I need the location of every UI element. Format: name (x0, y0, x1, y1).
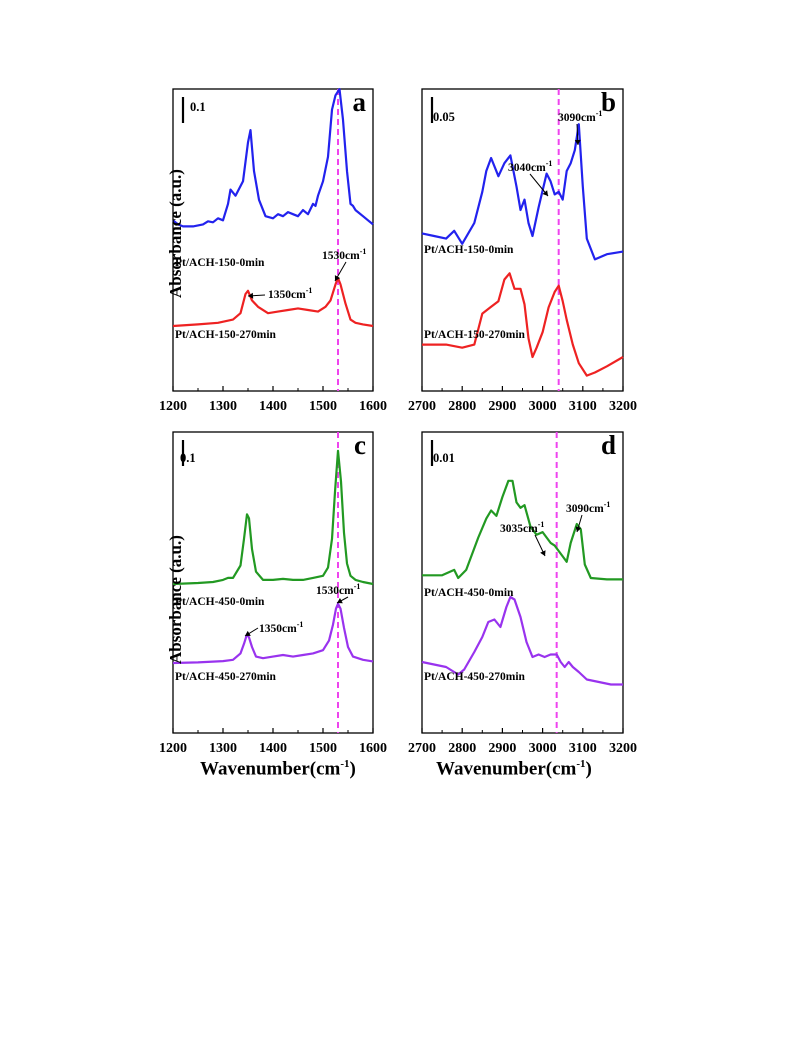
x-tick-label: 1300 (209, 399, 237, 414)
x-tick-label: 3200 (609, 399, 637, 414)
x-tick-label: 1300 (209, 741, 237, 756)
panel-c: 1200 1300 1400 1500 1600 Pt/ACH-450-0min Pt/AC… (159, 430, 387, 756)
series-label: Pt/ACH-450-0min (175, 596, 265, 608)
annotation-arrow-head (540, 550, 546, 556)
x-tick-label: 1400 (259, 741, 287, 756)
series-label: Pt/ACH-150-270min (175, 329, 277, 341)
series-line-1 (422, 479, 623, 581)
scale-bar-label: 0.05 (433, 110, 455, 124)
annotation-arrow-head (542, 190, 548, 196)
annotation-arrow-head (337, 597, 343, 604)
series-line-2 (422, 272, 624, 377)
x-tick-label: 3100 (569, 399, 597, 414)
peak-annotation: 3090cm-1 (558, 109, 602, 124)
panel-letter: d (601, 430, 616, 460)
x-tick-label: 2700 (408, 741, 436, 756)
peak-annotation: 3035cm-1 (500, 520, 544, 535)
series-line-1 (172, 449, 374, 586)
series-label: Pt/ACH-450-0min (424, 587, 514, 599)
scale-bar-label: 0.1 (190, 100, 206, 114)
x-tick-label: 1600 (359, 399, 387, 414)
series-line-1 (421, 123, 624, 261)
scale-bar-label: 0.01 (433, 451, 455, 465)
y-axis-label-bottom: Absorbance (a.u.) (166, 535, 185, 664)
panel-letter: b (601, 87, 616, 117)
series-label: Pt/ACH-150-0min (175, 257, 265, 269)
x-tick-label: 1600 (359, 741, 387, 756)
x-tick-label: 2700 (408, 399, 436, 414)
series-line-1 (172, 87, 374, 228)
x-tick-label: 1500 (309, 399, 337, 414)
panel-a: 1200 1300 1400 1500 1600 Pt/ACH-150-0min Pt/AC… (159, 87, 387, 414)
plot-frame (172, 88, 374, 392)
x-tick-label: 3100 (569, 741, 597, 756)
plot-frame (421, 431, 624, 734)
x-tick-label: 2800 (448, 399, 476, 414)
panel-letter: c (354, 430, 366, 460)
x-axis-label-right: Wavenumber(cm-1) (436, 758, 592, 780)
x-tick-label: 2900 (488, 399, 516, 414)
series-label: Pt/ACH-150-0min (424, 244, 514, 256)
peak-annotation: 1350cm-1 (259, 620, 303, 635)
peak-annotation: 1530cm-1 (322, 247, 366, 262)
peak-annotation: 1350cm-1 (268, 286, 312, 301)
annotation-arrow-head (575, 526, 582, 532)
x-tick-label: 1400 (259, 399, 287, 414)
panel-b: 2700 2800 2900 3000 3100 3200 Pt/ACH-150-0min P… (408, 87, 637, 414)
series-line-2 (421, 595, 623, 686)
x-tick-label: 1200 (159, 741, 187, 756)
x-axis-label-left: Wavenumber(cm-1) (200, 758, 356, 780)
peak-annotation: 1530cm-1 (316, 582, 360, 597)
series-label: Pt/ACH-450-270min (424, 671, 526, 683)
annotation-arrow-head (574, 139, 581, 145)
x-tick-label: 3000 (529, 741, 557, 756)
x-tick-label: 3200 (609, 741, 637, 756)
series-line-2 (172, 602, 374, 665)
y-axis-label-top: Absorbance (a.u.) (166, 169, 185, 298)
x-tick-label: 1200 (159, 399, 187, 414)
x-tick-label: 2900 (488, 741, 516, 756)
panel-letter: a (353, 87, 367, 117)
series-line-2 (172, 276, 374, 328)
peak-annotation: 3090cm-1 (566, 500, 610, 515)
annotation-arrow-head (248, 292, 254, 299)
peak-annotation: 3040cm-1 (508, 159, 552, 174)
x-tick-label: 1500 (309, 741, 337, 756)
scale-bar-label: 0.1 (180, 451, 196, 465)
series-label: Pt/ACH-150-270min (424, 329, 526, 341)
x-tick-label: 3000 (529, 399, 557, 414)
panel-d: 2700 2800 2900 3000 3100 3200 Pt/ACH-450-0min P… (408, 430, 637, 756)
annotation-arrow-head (245, 630, 251, 636)
annotation-arrow-head (334, 275, 341, 281)
x-tick-label: 2800 (448, 741, 476, 756)
series-label: Pt/ACH-450-270min (175, 671, 277, 683)
